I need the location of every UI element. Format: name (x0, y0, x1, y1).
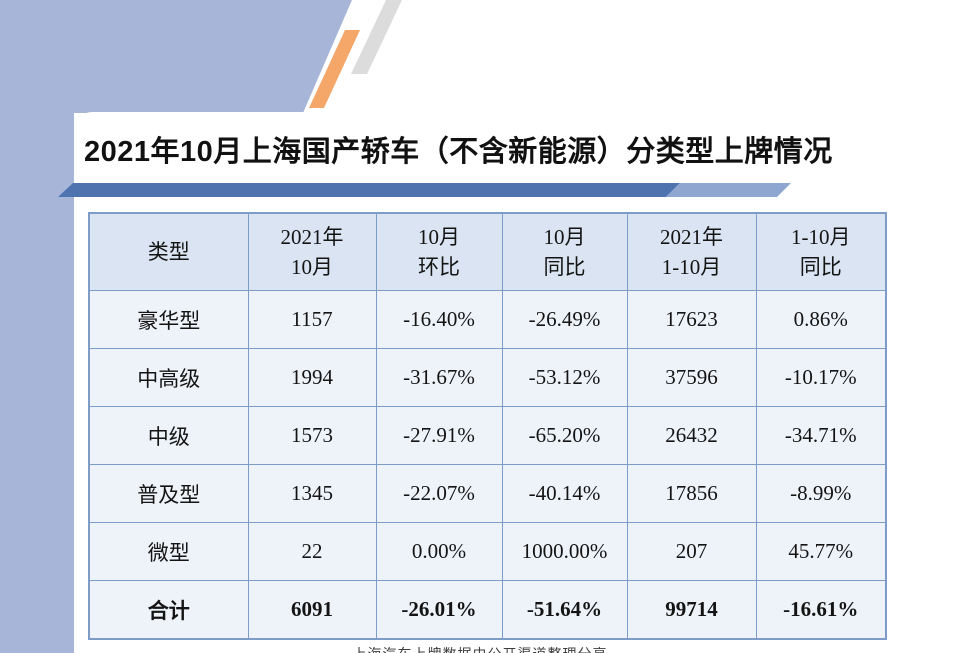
cell-value: -10.17% (755, 348, 887, 407)
table-header-row: 类型 2021年 10月 10月 环比 10月 同比 2021年 1-10月 1… (88, 212, 887, 291)
cell-value: 1345 (247, 464, 377, 523)
header-type: 类型 (88, 212, 249, 291)
cell-value: -8.99% (755, 464, 887, 523)
cell-value: -31.67% (375, 348, 503, 407)
cell-value: 0.86% (755, 290, 887, 349)
header-jan-oct-2021: 2021年 1-10月 (626, 212, 757, 291)
table-row-total: 合计 6091 -26.01% -51.64% 99714 -16.61% (88, 580, 887, 640)
footer-caption: 上海汽车上牌数据由公开渠道整理分享 (353, 644, 608, 653)
cell-value: -16.40% (375, 290, 503, 349)
cell-value: 6091 (247, 580, 377, 640)
cell-value: 22 (247, 522, 377, 581)
table-row-popular: 普及型 1345 -22.07% -40.14% 17856 -8.99% (88, 464, 887, 523)
cell-value: -26.01% (375, 580, 503, 640)
cell-value: -34.71% (755, 406, 887, 465)
cell-type: 普及型 (88, 464, 249, 523)
orange-stripe (309, 30, 360, 108)
cell-type: 合计 (88, 580, 249, 640)
cell-type: 中级 (88, 406, 249, 465)
cell-value: -51.64% (501, 580, 628, 640)
header-jan-oct-yoy: 1-10月 同比 (755, 212, 887, 291)
cell-value: -26.49% (501, 290, 628, 349)
cell-type: 中高级 (88, 348, 249, 407)
registration-table: 类型 2021年 10月 10月 环比 10月 同比 2021年 1-10月 1… (88, 212, 887, 640)
cell-value: 17856 (626, 464, 757, 523)
cell-value: -53.12% (501, 348, 628, 407)
header-oct-2021: 2021年 10月 (247, 212, 377, 291)
cell-value: -27.91% (375, 406, 503, 465)
cell-value: -65.20% (501, 406, 628, 465)
cell-value: 0.00% (375, 522, 503, 581)
cell-value: 45.77% (755, 522, 887, 581)
cell-value: 17623 (626, 290, 757, 349)
cell-type: 微型 (88, 522, 249, 581)
header-oct-yoy: 10月 同比 (501, 212, 628, 291)
table-row-upper-mid: 中高级 1994 -31.67% -53.12% 37596 -10.17% (88, 348, 887, 407)
cell-value: -40.14% (501, 464, 628, 523)
cell-value: 1157 (247, 290, 377, 349)
left-blue-band (0, 0, 74, 653)
cell-value: 1573 (247, 406, 377, 465)
cell-value: 99714 (626, 580, 757, 640)
cell-value: 1994 (247, 348, 377, 407)
cell-value: -16.61% (755, 580, 887, 640)
slide-title: 2021年10月上海国产轿车（不含新能源）分类型上牌情况 (84, 136, 833, 168)
header-oct-mom: 10月 环比 (375, 212, 503, 291)
table-row-mini: 微型 22 0.00% 1000.00% 207 45.77% (88, 522, 887, 581)
table-row-luxury: 豪华型 1157 -16.40% -26.49% 17623 0.86% (88, 290, 887, 349)
cell-value: 207 (626, 522, 757, 581)
gray-stripe (351, 0, 402, 74)
cell-type: 豪华型 (88, 290, 249, 349)
cell-value: 1000.00% (501, 522, 628, 581)
cell-value: 26432 (626, 406, 757, 465)
table-row-mid: 中级 1573 -27.91% -65.20% 26432 -34.71% (88, 406, 887, 465)
cell-value: -22.07% (375, 464, 503, 523)
cell-value: 37596 (626, 348, 757, 407)
